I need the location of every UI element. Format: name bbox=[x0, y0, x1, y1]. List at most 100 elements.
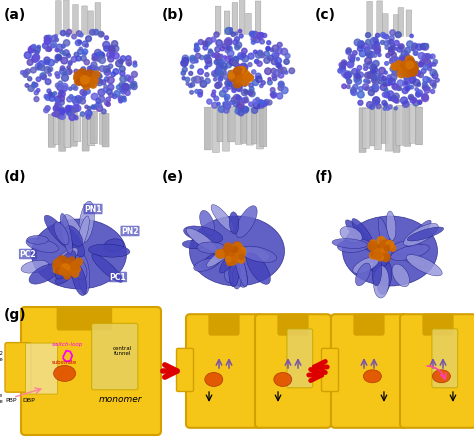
Circle shape bbox=[390, 67, 394, 72]
Circle shape bbox=[237, 88, 242, 92]
Circle shape bbox=[32, 83, 35, 86]
Circle shape bbox=[383, 83, 387, 87]
Circle shape bbox=[62, 75, 68, 82]
Circle shape bbox=[236, 43, 242, 49]
Text: vestibule
entrance: vestibule entrance bbox=[0, 392, 3, 403]
Circle shape bbox=[363, 85, 369, 91]
Text: PC2: PC2 bbox=[20, 250, 36, 259]
Circle shape bbox=[205, 74, 209, 78]
Ellipse shape bbox=[227, 254, 239, 280]
Circle shape bbox=[236, 85, 240, 89]
Circle shape bbox=[61, 268, 66, 273]
Circle shape bbox=[246, 74, 251, 80]
Ellipse shape bbox=[378, 218, 391, 258]
Ellipse shape bbox=[183, 226, 223, 244]
Circle shape bbox=[248, 92, 252, 96]
Ellipse shape bbox=[54, 366, 75, 381]
Circle shape bbox=[371, 65, 375, 69]
Circle shape bbox=[259, 104, 264, 109]
Circle shape bbox=[239, 68, 246, 75]
Circle shape bbox=[94, 58, 98, 62]
Ellipse shape bbox=[404, 224, 438, 247]
Circle shape bbox=[55, 39, 58, 42]
Circle shape bbox=[257, 51, 263, 57]
Circle shape bbox=[71, 57, 77, 63]
Circle shape bbox=[45, 96, 50, 101]
Ellipse shape bbox=[27, 236, 48, 245]
Circle shape bbox=[408, 95, 414, 101]
Circle shape bbox=[55, 60, 58, 64]
Circle shape bbox=[223, 71, 226, 75]
Circle shape bbox=[103, 42, 110, 49]
FancyBboxPatch shape bbox=[398, 8, 403, 37]
FancyBboxPatch shape bbox=[70, 112, 77, 147]
Circle shape bbox=[73, 266, 81, 273]
Ellipse shape bbox=[356, 263, 371, 286]
Circle shape bbox=[390, 31, 395, 36]
Circle shape bbox=[25, 70, 30, 75]
Circle shape bbox=[56, 75, 60, 79]
Ellipse shape bbox=[229, 212, 239, 234]
Circle shape bbox=[267, 57, 271, 61]
Circle shape bbox=[109, 94, 113, 98]
Circle shape bbox=[214, 53, 219, 59]
Circle shape bbox=[341, 71, 348, 78]
Circle shape bbox=[261, 81, 265, 85]
Circle shape bbox=[272, 53, 277, 58]
Circle shape bbox=[225, 57, 231, 63]
Circle shape bbox=[281, 68, 287, 74]
Circle shape bbox=[40, 74, 46, 80]
Circle shape bbox=[389, 37, 394, 42]
Circle shape bbox=[405, 57, 410, 61]
Circle shape bbox=[82, 96, 85, 100]
Circle shape bbox=[273, 77, 277, 81]
Circle shape bbox=[224, 108, 229, 114]
Circle shape bbox=[69, 95, 73, 99]
Circle shape bbox=[351, 90, 357, 96]
Circle shape bbox=[245, 98, 248, 101]
Circle shape bbox=[257, 62, 262, 67]
Text: PC1: PC1 bbox=[109, 273, 126, 282]
Circle shape bbox=[219, 55, 223, 59]
Circle shape bbox=[431, 90, 435, 94]
Circle shape bbox=[410, 65, 418, 73]
Circle shape bbox=[226, 253, 231, 258]
Circle shape bbox=[266, 47, 270, 51]
Ellipse shape bbox=[391, 245, 429, 261]
Circle shape bbox=[101, 110, 106, 114]
Circle shape bbox=[195, 45, 198, 49]
Circle shape bbox=[251, 41, 255, 45]
FancyBboxPatch shape bbox=[260, 107, 267, 147]
FancyBboxPatch shape bbox=[224, 12, 230, 35]
Circle shape bbox=[60, 67, 65, 71]
Circle shape bbox=[342, 66, 345, 70]
FancyBboxPatch shape bbox=[176, 349, 193, 392]
Circle shape bbox=[432, 85, 436, 89]
Circle shape bbox=[229, 71, 237, 79]
Circle shape bbox=[203, 46, 208, 51]
Circle shape bbox=[251, 37, 256, 42]
Circle shape bbox=[382, 77, 386, 81]
Circle shape bbox=[118, 97, 124, 102]
Circle shape bbox=[374, 74, 381, 81]
Ellipse shape bbox=[201, 253, 223, 270]
Ellipse shape bbox=[406, 255, 442, 276]
Circle shape bbox=[384, 240, 389, 246]
Circle shape bbox=[418, 53, 425, 60]
Circle shape bbox=[289, 69, 295, 74]
Circle shape bbox=[347, 80, 350, 83]
Circle shape bbox=[44, 109, 49, 113]
Circle shape bbox=[432, 74, 438, 79]
Circle shape bbox=[372, 79, 376, 83]
Circle shape bbox=[99, 53, 104, 58]
Circle shape bbox=[217, 69, 221, 73]
Circle shape bbox=[54, 112, 59, 117]
Circle shape bbox=[98, 32, 104, 38]
Circle shape bbox=[54, 268, 59, 273]
Circle shape bbox=[237, 248, 246, 257]
Circle shape bbox=[368, 242, 377, 251]
Circle shape bbox=[409, 67, 415, 74]
Circle shape bbox=[270, 49, 273, 53]
Circle shape bbox=[120, 57, 126, 62]
Circle shape bbox=[225, 99, 228, 102]
